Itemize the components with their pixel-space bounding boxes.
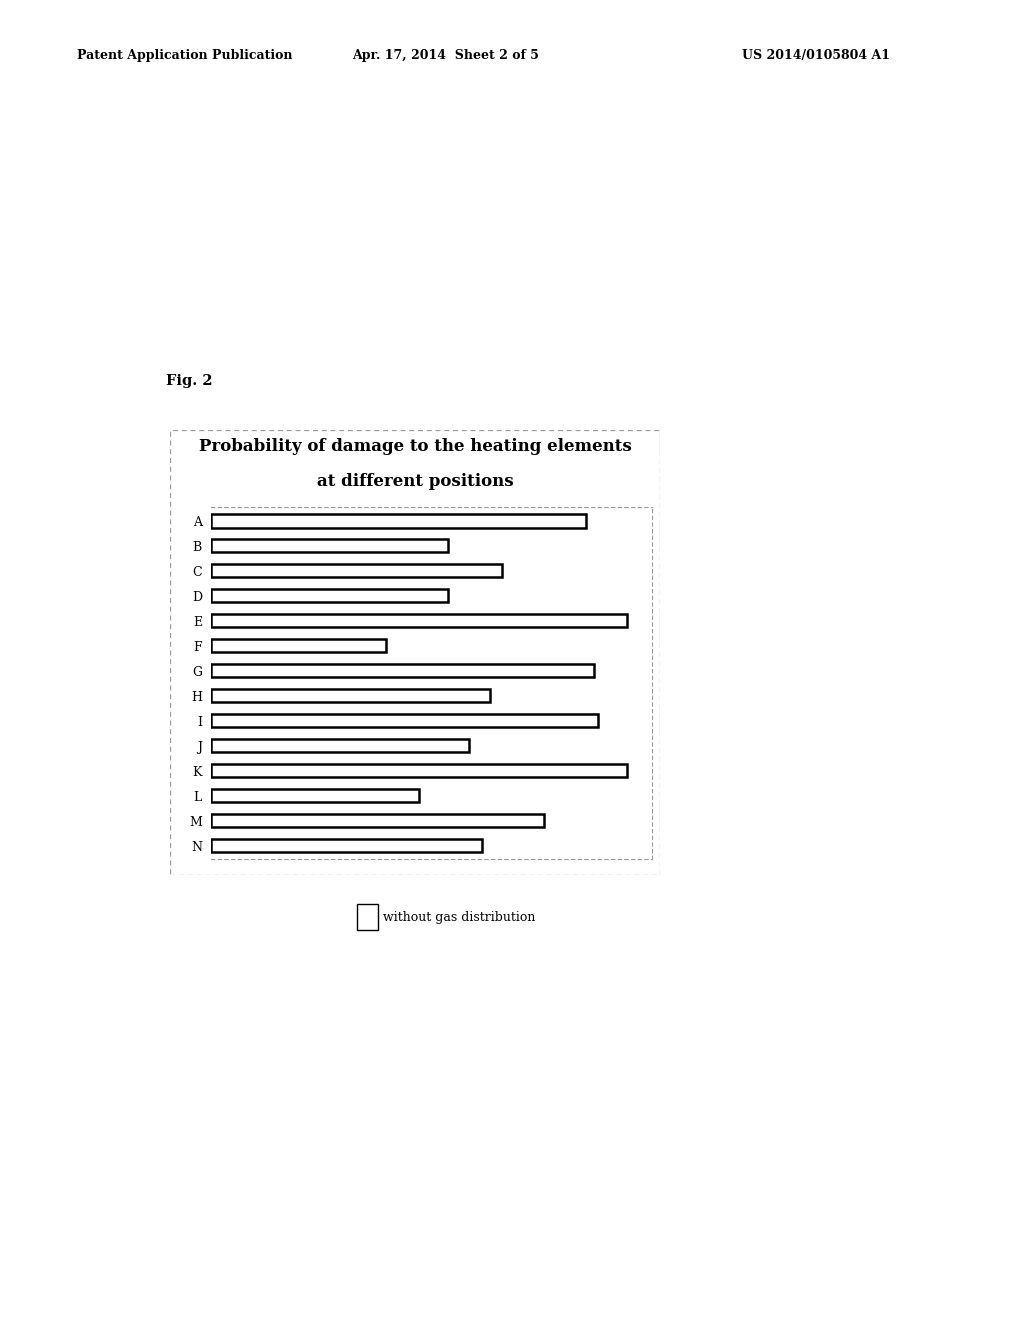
Bar bbox=[211, 689, 489, 702]
Bar bbox=[211, 639, 386, 652]
Bar bbox=[211, 813, 544, 828]
Bar bbox=[211, 539, 449, 553]
Bar bbox=[211, 564, 503, 577]
Bar bbox=[211, 789, 419, 803]
Bar bbox=[211, 614, 628, 627]
Text: Patent Application Publication: Patent Application Publication bbox=[77, 49, 292, 62]
Text: at different positions: at different positions bbox=[316, 473, 514, 490]
Bar bbox=[356, 904, 378, 931]
Bar bbox=[211, 714, 598, 727]
Text: Probability of damage to the heating elements: Probability of damage to the heating ele… bbox=[199, 438, 632, 455]
Bar bbox=[211, 513, 586, 528]
Bar bbox=[211, 664, 594, 677]
Text: Fig. 2: Fig. 2 bbox=[166, 374, 213, 388]
Bar bbox=[211, 838, 481, 853]
Bar bbox=[211, 739, 469, 752]
Bar bbox=[211, 764, 628, 777]
Text: Apr. 17, 2014  Sheet 2 of 5: Apr. 17, 2014 Sheet 2 of 5 bbox=[352, 49, 539, 62]
Text: US 2014/0105804 A1: US 2014/0105804 A1 bbox=[742, 49, 891, 62]
Bar bbox=[211, 589, 449, 602]
Text: without gas distribution: without gas distribution bbox=[383, 911, 536, 924]
